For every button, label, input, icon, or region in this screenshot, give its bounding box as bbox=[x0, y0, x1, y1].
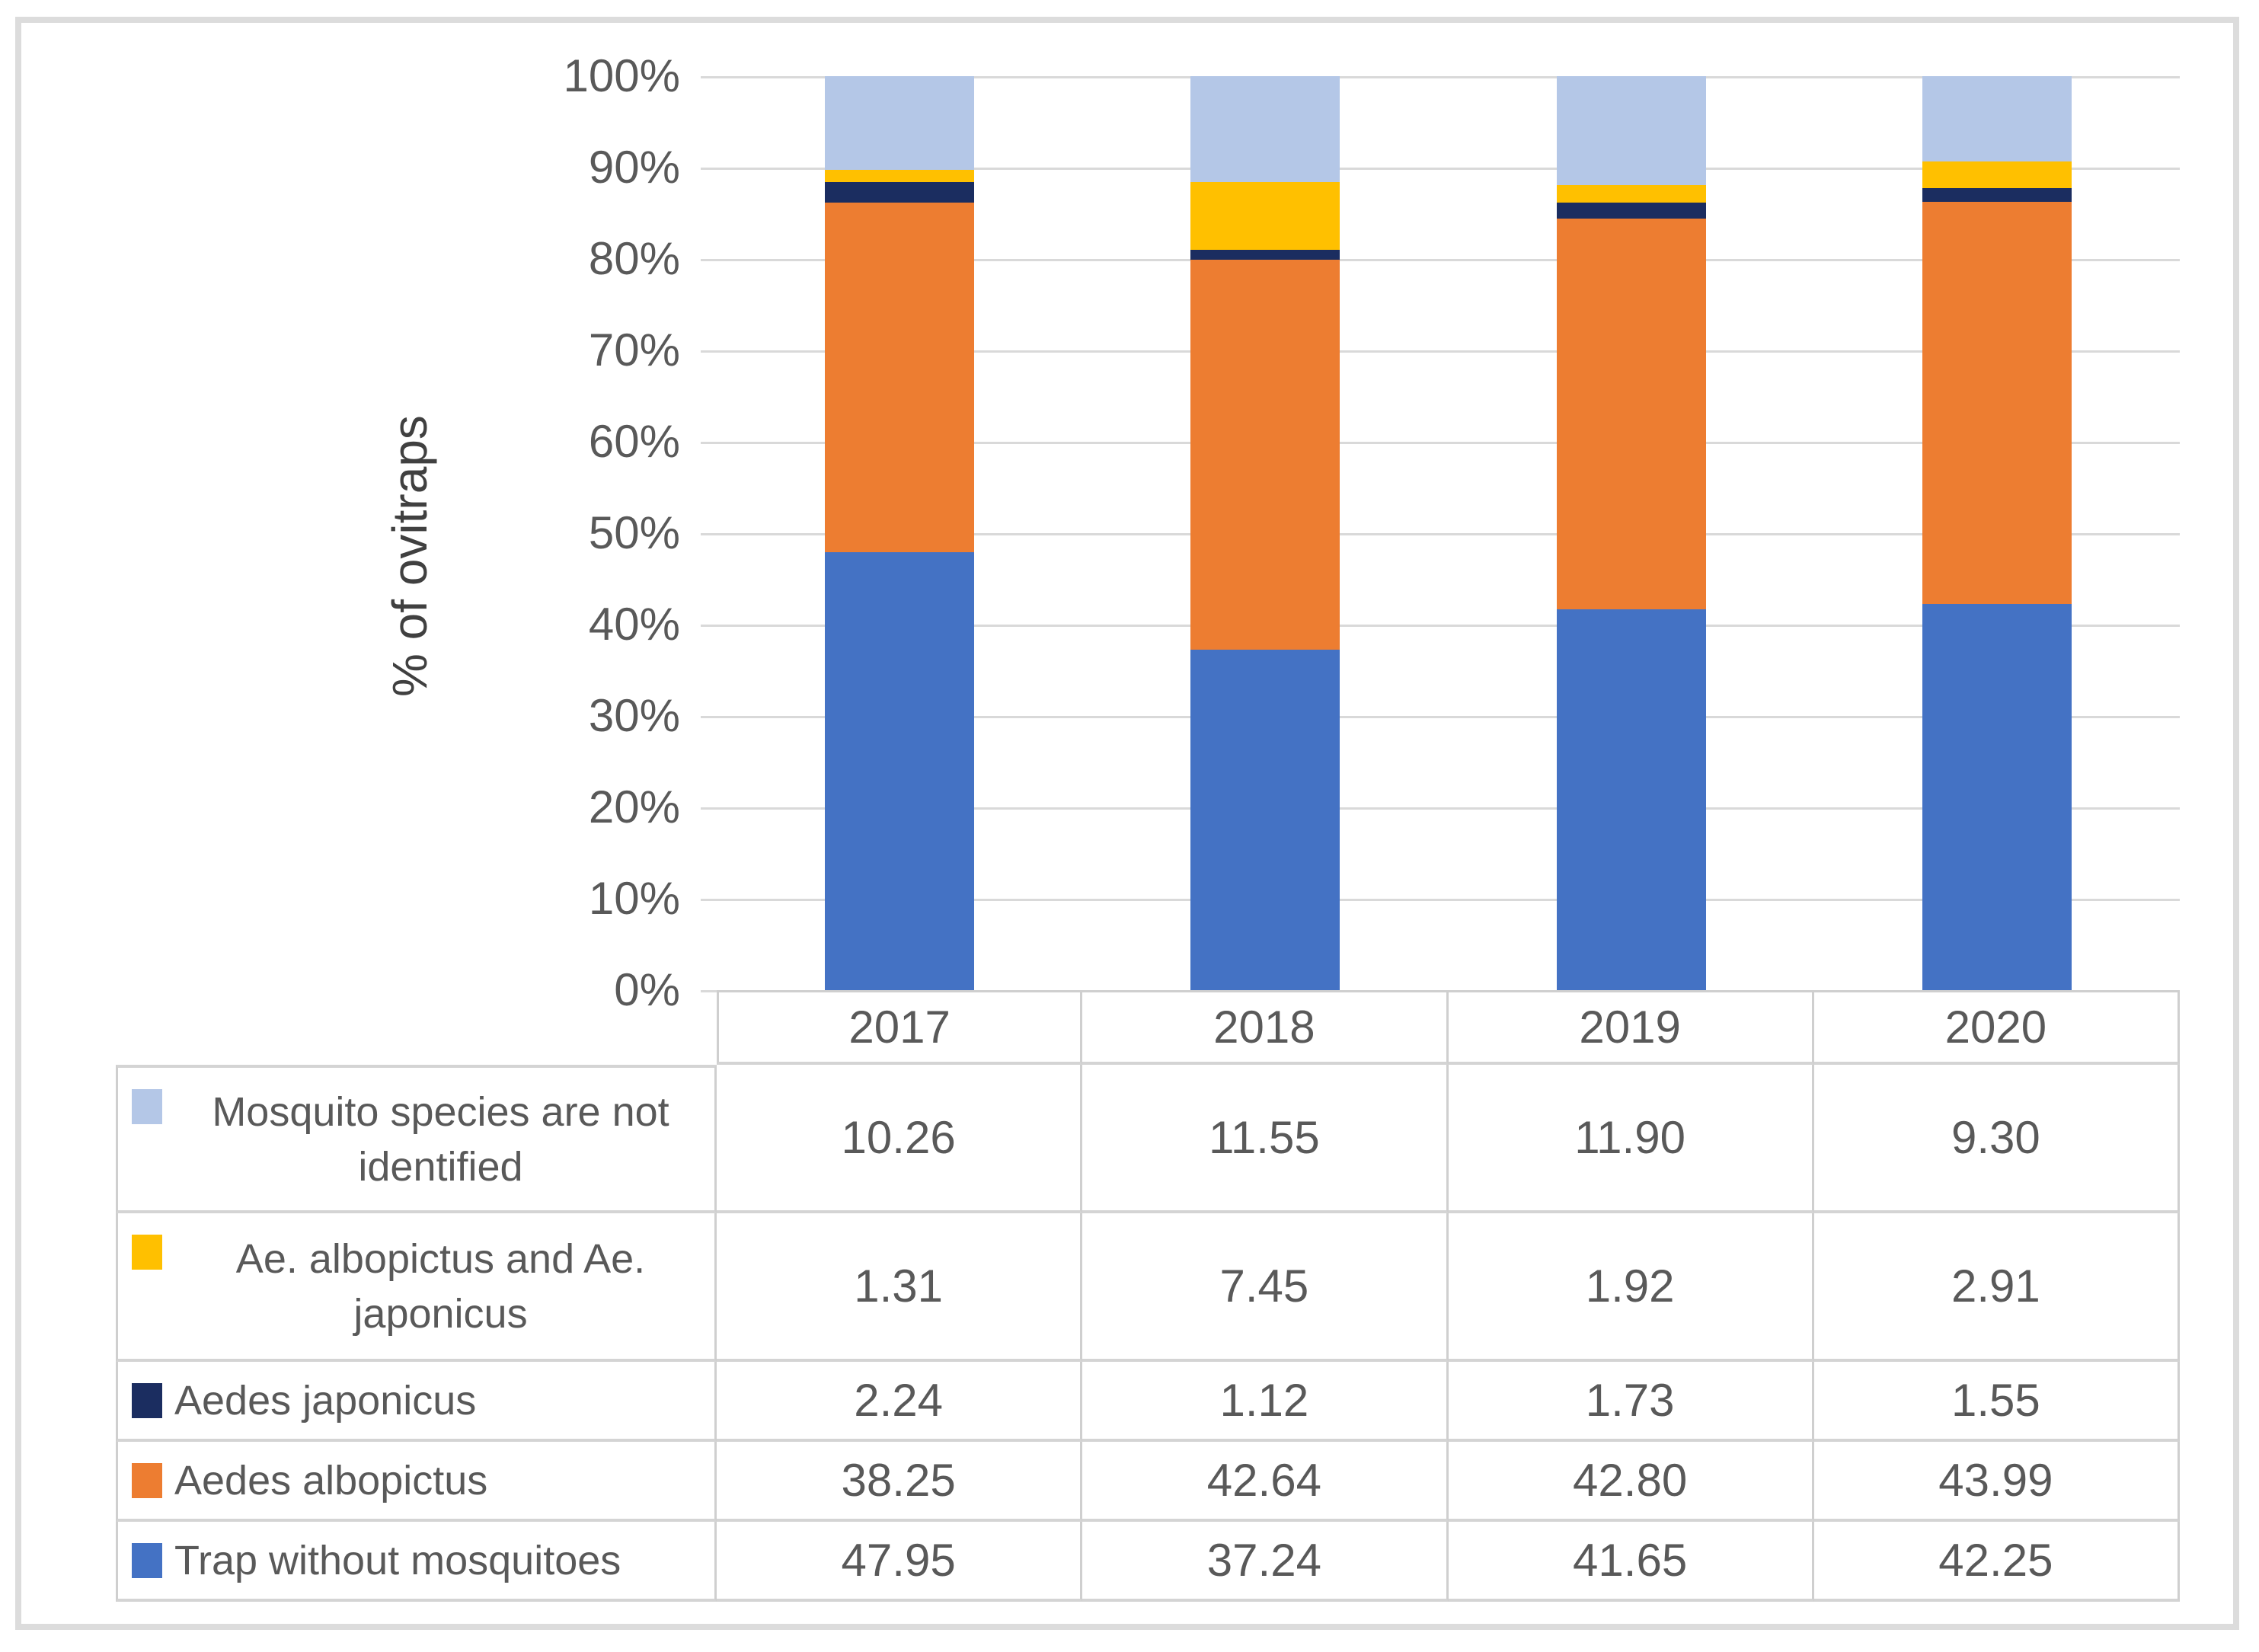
year-header-cell: 2020 bbox=[1813, 990, 2180, 1065]
value-cell: 1.12 bbox=[1082, 1362, 1449, 1442]
bar-segment-mosquito-species-are-not-identified bbox=[825, 75, 975, 170]
series-label: Aedes albopictus bbox=[174, 1457, 488, 1503]
year-header-cell: 2019 bbox=[1448, 990, 1814, 1065]
value-cell: 9.30 bbox=[1813, 1065, 2180, 1213]
bar-segment-trap-without-mosquitoes bbox=[1922, 604, 2072, 990]
y-tick-label: 80% bbox=[588, 233, 680, 284]
value-cell: 11.90 bbox=[1448, 1065, 1814, 1213]
gridline bbox=[701, 168, 2180, 170]
y-axis-title: % of ovitraps bbox=[382, 415, 437, 697]
value-cell: 1.55 bbox=[1813, 1362, 2180, 1442]
bar-segment-aedes-albopictus bbox=[825, 202, 975, 552]
bar-segment-mosquito-species-are-not-identified bbox=[1922, 76, 2072, 161]
y-tick-label: 50% bbox=[588, 507, 680, 558]
value-cell: 1.73 bbox=[1448, 1362, 1814, 1442]
series-label-cell: Aedes japonicus bbox=[116, 1362, 717, 1442]
bar-segment-aedes-albopictus bbox=[1190, 260, 1340, 650]
bar-segment-mosquito-species-are-not-identified bbox=[1190, 76, 1340, 182]
figure-border-frame: % of ovitraps 2017 2018 2019 2020 Mosquito s… bbox=[15, 17, 2239, 1630]
legend-swatch-aedes-japonicus bbox=[132, 1382, 162, 1418]
legend-swatch-aedes-albopictus bbox=[132, 1462, 162, 1498]
gridline bbox=[701, 76, 2180, 78]
gridline bbox=[701, 899, 2180, 901]
bar-segment-mosquito-species-are-not-identified bbox=[1556, 76, 1706, 185]
y-tick-label: 90% bbox=[588, 142, 680, 193]
year-header-cell: 2018 bbox=[1082, 990, 1449, 1065]
gridline bbox=[701, 350, 2180, 353]
value-cell: 2.91 bbox=[1813, 1213, 2180, 1362]
value-cell: 37.24 bbox=[1082, 1522, 1449, 1602]
value-cell: 42.64 bbox=[1082, 1442, 1449, 1522]
gridline bbox=[701, 625, 2180, 627]
series-label: Aedes japonicus bbox=[174, 1377, 477, 1424]
series-label: Trap without mosquitoes bbox=[174, 1537, 621, 1583]
series-label-cell: Aedes albopictus bbox=[116, 1442, 717, 1522]
bar-segment-aedes-japonicus bbox=[1190, 250, 1340, 260]
gridline bbox=[701, 533, 2180, 535]
value-cell: 47.95 bbox=[717, 1522, 1083, 1602]
bar-segment-ae-albopictus-and-ae-japonicus bbox=[1556, 184, 1706, 203]
legend-swatch-ae-albopictus-and-ae-japonicus bbox=[132, 1235, 162, 1270]
bar-segment-aedes-japonicus bbox=[825, 181, 975, 203]
bar-segment-trap-without-mosquitoes bbox=[1556, 609, 1706, 990]
legend-swatch-mosquito-species-are-not-identified bbox=[132, 1089, 162, 1124]
data-table: 2017 2018 2019 2020 Mosquito species are not… bbox=[116, 990, 2180, 1602]
series-label-cell: Mosquito species are not identified bbox=[116, 1065, 717, 1213]
value-cell: 7.45 bbox=[1082, 1213, 1449, 1362]
value-cell: 1.31 bbox=[717, 1213, 1083, 1362]
y-tick-label: 100% bbox=[563, 50, 680, 101]
y-tick-label: 40% bbox=[588, 599, 680, 650]
value-cell: 11.55 bbox=[1082, 1065, 1449, 1213]
gridline bbox=[701, 442, 2180, 444]
bar-segment-aedes-albopictus bbox=[1556, 218, 1706, 610]
bar-segment-aedes-japonicus bbox=[1922, 187, 2072, 203]
bar-segment-ae-albopictus-and-ae-japonicus bbox=[825, 170, 975, 182]
value-cell: 41.65 bbox=[1448, 1522, 1814, 1602]
value-cell: 42.25 bbox=[1813, 1522, 2180, 1602]
bar-segment-aedes-japonicus bbox=[1556, 202, 1706, 219]
series-label: Ae. albopictus and Ae. japonicus bbox=[235, 1235, 646, 1337]
series-label-cell: Ae. albopictus and Ae. japonicus bbox=[116, 1213, 717, 1362]
gridline bbox=[701, 259, 2180, 261]
y-tick-label: 70% bbox=[588, 324, 680, 375]
series-label-cell: Trap without mosquitoes bbox=[116, 1522, 717, 1602]
bar-segment-trap-without-mosquitoes bbox=[825, 551, 975, 990]
y-tick-label: 30% bbox=[588, 690, 680, 741]
y-tick-label: 0% bbox=[614, 964, 680, 1015]
value-cell: 2.24 bbox=[717, 1362, 1083, 1442]
legend-swatch-trap-without-mosquitoes bbox=[132, 1542, 162, 1578]
y-tick-label: 60% bbox=[588, 416, 680, 467]
bar-segment-ae-albopictus-and-ae-japonicus bbox=[1190, 181, 1340, 250]
value-cell: 10.26 bbox=[717, 1065, 1083, 1213]
value-cell: 42.80 bbox=[1448, 1442, 1814, 1522]
bar-segment-aedes-albopictus bbox=[1922, 202, 2072, 604]
series-label: Mosquito species are not identified bbox=[212, 1088, 669, 1190]
gridline bbox=[701, 716, 2180, 718]
year-header-cell: 2017 bbox=[717, 990, 1083, 1065]
y-tick-label: 10% bbox=[588, 873, 680, 924]
y-tick-label: 20% bbox=[588, 781, 680, 832]
bar-segment-trap-without-mosquitoes bbox=[1190, 650, 1340, 990]
value-cell: 43.99 bbox=[1813, 1442, 2180, 1522]
bar-segment-ae-albopictus-and-ae-japonicus bbox=[1922, 161, 2072, 188]
value-cell: 38.25 bbox=[717, 1442, 1083, 1522]
gridline bbox=[701, 807, 2180, 810]
value-cell: 1.92 bbox=[1448, 1213, 1814, 1362]
